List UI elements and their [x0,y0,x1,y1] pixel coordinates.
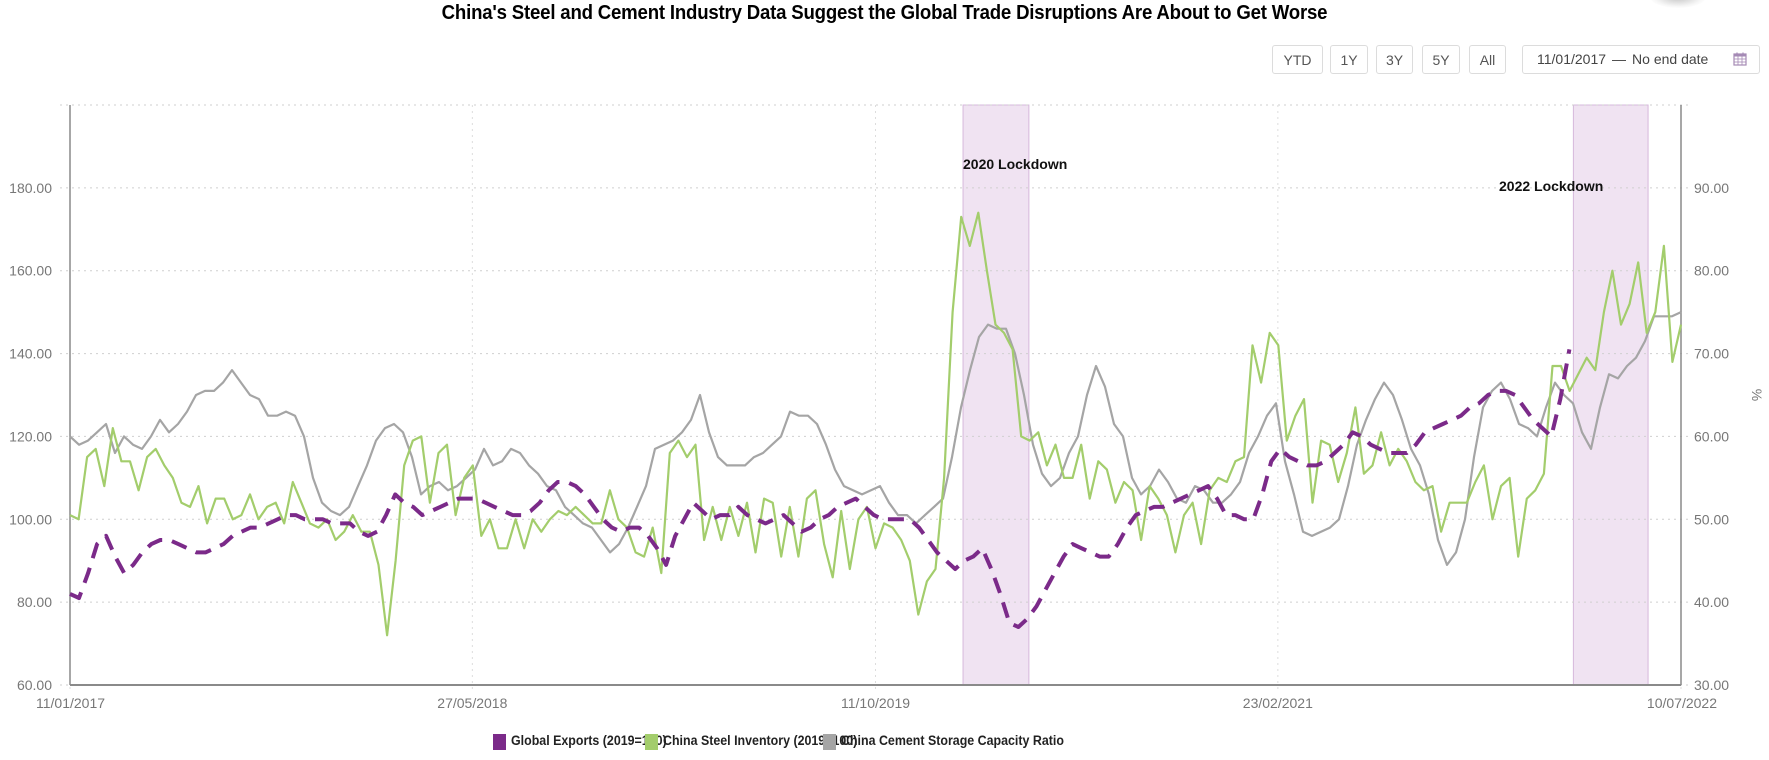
y-left-tick-label: 160.00 [9,263,52,279]
y-left-tick-label: 140.00 [9,346,52,362]
range-button-ytd[interactable]: YTD [1272,45,1323,74]
series-line-exports [69,349,1572,629]
legend-swatch-steel [645,734,658,750]
y-left-tick-label: 100.00 [9,511,52,527]
date-range-end: No end date [1632,51,1709,67]
legend-swatch-cement [823,734,836,750]
date-range-start: 11/01/2017 [1537,51,1607,67]
annotation-label: 2022 Lockdown [1499,178,1603,194]
range-button-all[interactable]: All [1469,45,1506,74]
y-right-tick-label: 60.00 [1694,428,1729,444]
series-line-cement [69,311,1682,567]
x-tick-label: 27/05/2018 [437,695,507,711]
x-tick-label: 11/01/2017 [36,695,105,711]
legend-swatch-exports [493,734,506,750]
y-left-tick-label: 80.00 [17,594,52,610]
y-right-tick-label: 90.00 [1694,180,1729,196]
calendar-icon[interactable] [1733,52,1747,66]
lockdown-band [1572,104,1649,686]
legend: Global Exports (2019=100) China Steel In… [0,731,1769,751]
y-right-tick-label: 40.00 [1694,594,1729,610]
y-right-tick-label: 70.00 [1694,346,1729,362]
date-range-separator: — [1612,51,1627,67]
y-left-tick-label: 180.00 [9,180,52,196]
x-tick-label: 23/02/2021 [1243,695,1313,711]
date-range-picker[interactable]: 11/01/2017 — No end date [1522,45,1760,74]
legend-label-cement: China Cement Storage Capacity Ratio [841,733,1064,748]
chart-title: China's Steel and Cement Industry Data S… [441,2,1328,24]
y-right-tick-label: 50.00 [1694,511,1729,527]
y-left-tick-label: 120.00 [9,428,52,444]
y-right-axis-title: % [1749,389,1765,401]
lockdown-band [962,104,1030,686]
range-button-3y[interactable]: 3Y [1376,45,1413,74]
annotation-label: 2020 Lockdown [963,156,1067,172]
y-left-tick-label: 60.00 [17,677,52,693]
range-button-5y[interactable]: 5Y [1422,45,1460,74]
y-right-tick-label: 80.00 [1694,263,1729,279]
legend-label-exports: Global Exports (2019=100) [511,733,667,748]
x-tick-label: 11/10/2019 [841,695,910,711]
menu-button-shadow [1650,0,1706,8]
series-line-steel [69,211,1683,637]
x-tick-label: 10/07/2022 [1647,695,1717,711]
range-button-1y[interactable]: 1Y [1330,45,1368,74]
y-right-tick-label: 30.00 [1694,677,1729,693]
legend-label-steel: China Steel Inventory (2019=100) [663,733,858,748]
